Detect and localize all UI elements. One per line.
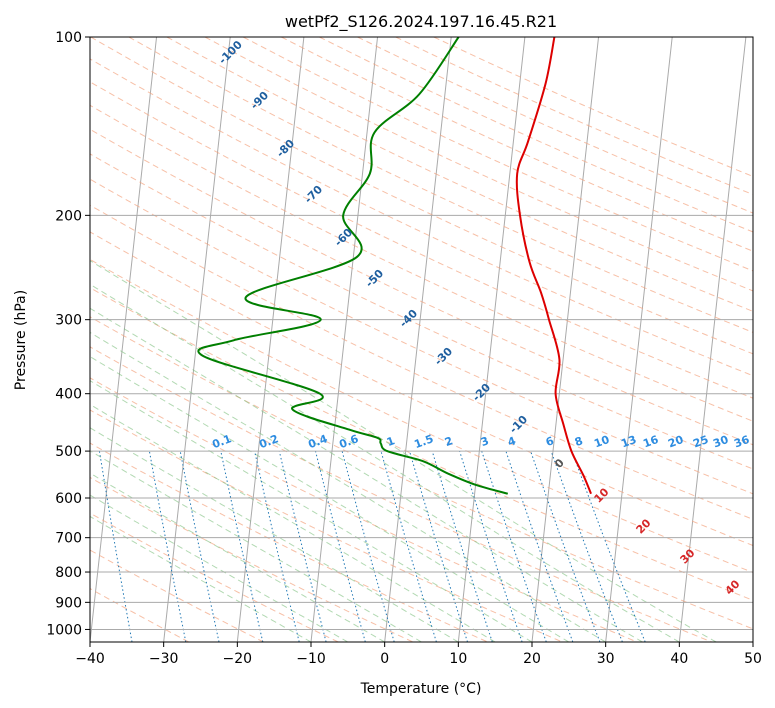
mixing-ratio-label: 13 — [619, 433, 638, 450]
dry-adiabat-line — [90, 178, 753, 495]
isotherm-line — [90, 37, 158, 642]
mixing-ratio-line — [505, 450, 574, 642]
isotherm-line — [678, 37, 747, 642]
dry-adiabat-line — [90, 549, 264, 642]
x-tick-label: −20 — [223, 651, 253, 667]
mixing-ratio-label: 2 — [443, 434, 455, 449]
x-tick-label: −40 — [75, 651, 105, 667]
plot-background — [90, 37, 753, 642]
dry-adiabat-line — [90, 442, 488, 642]
y-tick-label: 900 — [55, 595, 82, 611]
y-tick-label: 300 — [55, 313, 82, 329]
mixing-ratio-label: 0.1 — [210, 432, 233, 451]
dry-adiabat-line — [90, 104, 753, 422]
isotherm-line — [605, 37, 673, 642]
dry-adiabat-line — [90, 512, 339, 642]
chart-title: wetPf2_S126.2024.197.16.45.R21 — [285, 12, 557, 32]
mixing-ratio-line — [315, 450, 366, 642]
moist-adiabat-line — [90, 403, 496, 642]
dewpoint-series-line — [197, 37, 509, 495]
mixing-ratio-line — [530, 450, 601, 642]
y-axis-label: Pressure (hPa) — [13, 290, 29, 390]
mixing-ratio-label: 16 — [641, 433, 660, 451]
isotherm-line — [457, 37, 526, 642]
profile-series — [197, 37, 592, 495]
y-axis: 100 200 300 400 500 600 700 800 900 1000 — [46, 30, 90, 638]
y-tick-label: 200 — [55, 208, 82, 224]
mixing-ratio-line — [278, 450, 327, 642]
mixing-ratio-label: 6 — [544, 434, 556, 449]
isotherm-line — [384, 37, 452, 642]
dry-adiabat-line — [90, 153, 753, 470]
isotherm-line — [752, 637, 753, 642]
y-tick-label: 500 — [55, 444, 82, 460]
dry-adiabat-line — [90, 476, 414, 642]
dry-adiabat-line — [90, 58, 753, 377]
x-tick-label: 0 — [380, 651, 389, 667]
mixing-ratio-label: 20 — [666, 433, 685, 451]
mixing-ratio-label: 8 — [573, 434, 585, 449]
x-tick-label: 10 — [449, 651, 467, 667]
mixing-ratio-label: 36 — [732, 433, 751, 451]
dry-adiabat-line — [90, 204, 753, 520]
y-tick-label: 700 — [55, 531, 82, 547]
mixing-ratio-line — [98, 451, 133, 642]
y-tick-label: 1000 — [46, 622, 82, 638]
x-tick-label: −30 — [149, 651, 179, 667]
moist-adiabat-line — [90, 259, 717, 642]
y-tick-label: 100 — [55, 30, 82, 46]
moist-adiabat-line — [90, 283, 680, 642]
mixing-ratio-label: 10 — [592, 433, 611, 451]
x-tick-label: 50 — [744, 651, 762, 667]
isotherm-line — [531, 37, 600, 642]
background-lines — [0, 37, 753, 642]
x-axis: −40 −30 −20 −10 0 10 20 30 40 50 — [75, 642, 762, 667]
moist-adiabat-line — [90, 380, 533, 642]
isotherm-line — [163, 37, 231, 642]
mixing-ratio-label: 3 — [479, 434, 491, 449]
mixing-ratio-line — [550, 450, 623, 642]
dry-adiabat-line — [90, 81, 753, 399]
x-axis-label: Temperature (°C) — [360, 681, 482, 697]
moist-adiabat-line — [90, 331, 606, 642]
moist-adiabat-line — [90, 427, 459, 642]
mixing-ratio-label: 25 — [691, 433, 710, 450]
dry-adiabat-line — [90, 231, 753, 547]
dry-adiabat-line — [90, 377, 638, 642]
y-tick-label: 400 — [55, 387, 82, 403]
isotherm-line — [236, 37, 305, 642]
pressure-gridlines — [90, 37, 753, 630]
mixing-ratio-label: 4 — [506, 434, 518, 449]
x-tick-label: 20 — [523, 651, 541, 667]
mixing-ratio-label: 0.2 — [257, 432, 280, 451]
mixing-ratio-label: 1 — [385, 434, 397, 449]
dry-adiabat-line — [90, 258, 753, 574]
mixing-ratio-label: 1.5 — [412, 432, 435, 451]
y-tick-label: 800 — [55, 565, 82, 581]
x-tick-label: −10 — [296, 651, 326, 667]
moist-adiabat-line — [90, 494, 349, 642]
moist-adiabat-line — [90, 450, 422, 642]
moist-adiabat-line — [90, 307, 643, 642]
mixing-ratio-line — [179, 451, 220, 642]
mixing-ratio-line — [220, 450, 264, 642]
mixing-ratio-line — [341, 450, 395, 642]
y-tick-label: 600 — [55, 491, 82, 507]
moist-adiabat-line — [90, 355, 570, 642]
mixing-ratio-label: 30 — [711, 433, 730, 451]
dry-adiabat-line — [90, 128, 753, 446]
x-tick-label: 40 — [670, 651, 688, 667]
isotherm-line — [0, 37, 9, 642]
mixing-ratio-label: 0.6 — [337, 432, 360, 451]
temperature-series-line — [515, 37, 592, 495]
plot-frame — [89, 36, 754, 643]
dry-adiabat-line — [90, 409, 563, 642]
mixing-ratio-line — [148, 451, 187, 642]
mixing-ratio-label: 0.4 — [306, 432, 329, 451]
dry-adiabat-line — [90, 346, 712, 642]
x-tick-label: 30 — [597, 651, 615, 667]
